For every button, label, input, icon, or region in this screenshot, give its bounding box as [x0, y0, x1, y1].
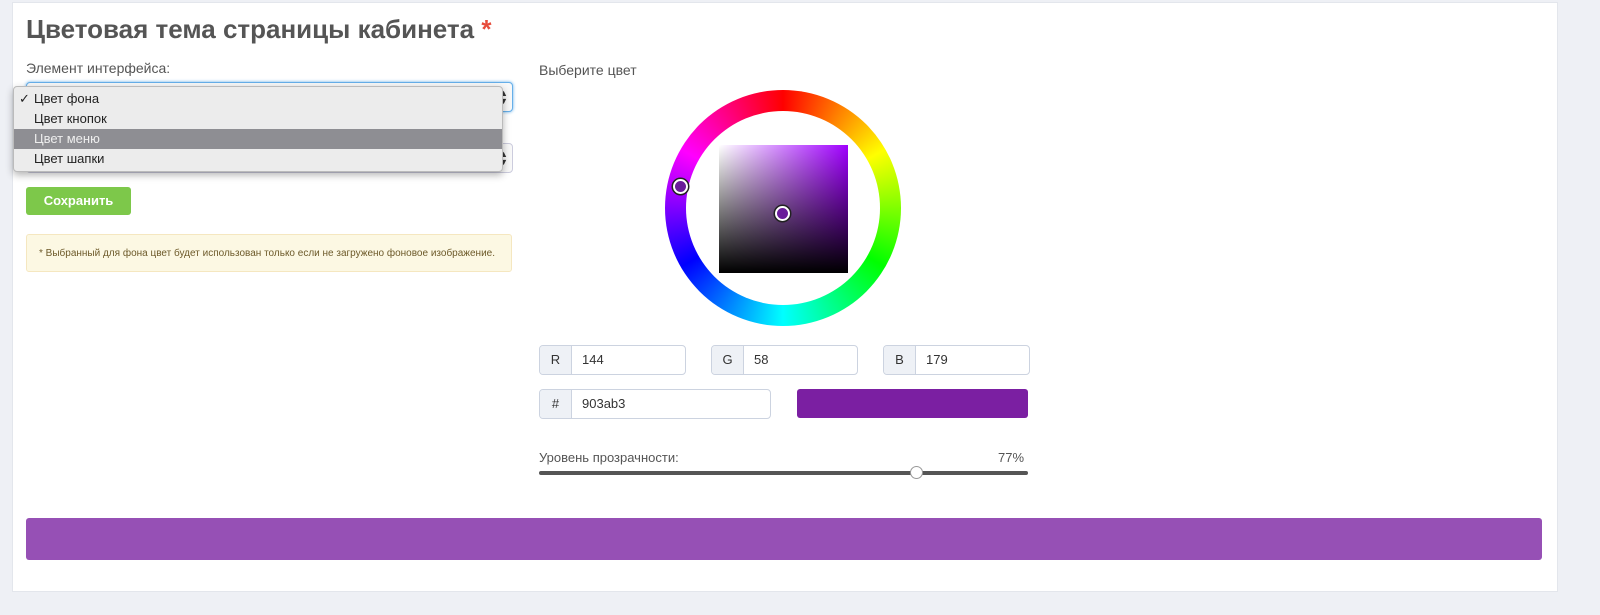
- save-button[interactable]: Сохранить: [26, 187, 131, 215]
- opacity-value: 77%: [998, 450, 1025, 465]
- color-handle[interactable]: [775, 206, 790, 221]
- hex-input[interactable]: #903ab3: [539, 389, 771, 419]
- select-arrows-icon: ▲ ▼: [499, 149, 508, 167]
- opacity-slider[interactable]: [539, 466, 1028, 479]
- element-label: Элемент интерфейса:: [26, 60, 171, 76]
- page-title: Цветовая тема страницы кабинета *: [26, 14, 492, 44]
- color-swatch: [797, 389, 1028, 418]
- color-preview-bar: [26, 518, 1542, 560]
- g-input[interactable]: G 58: [711, 345, 858, 375]
- option-buttons[interactable]: Цвет кнопок: [34, 111, 107, 126]
- option-header[interactable]: Цвет шапки: [34, 151, 105, 166]
- check-icon: ✓: [19, 91, 30, 106]
- picker-label: Выберите цвет: [539, 62, 637, 78]
- b-input[interactable]: B 179: [883, 345, 1030, 375]
- hue-handle[interactable]: [673, 179, 688, 194]
- info-note: * Выбранный для фона цвет будет использо…: [26, 234, 512, 272]
- option-menu[interactable]: Цвет меню: [14, 129, 502, 149]
- select-arrows-icon: ▲ ▼: [499, 88, 508, 106]
- option-background[interactable]: ✓ Цвет фона: [14, 89, 502, 109]
- opacity-label: Уровень прозрачности:: [539, 450, 679, 465]
- element-dropdown-list[interactable]: ✓ Цвет фона Цвет кнопок Цвет меню Цвет ша…: [13, 86, 503, 172]
- r-input[interactable]: R 144: [539, 345, 686, 375]
- opacity-slider-handle[interactable]: [909, 466, 923, 479]
